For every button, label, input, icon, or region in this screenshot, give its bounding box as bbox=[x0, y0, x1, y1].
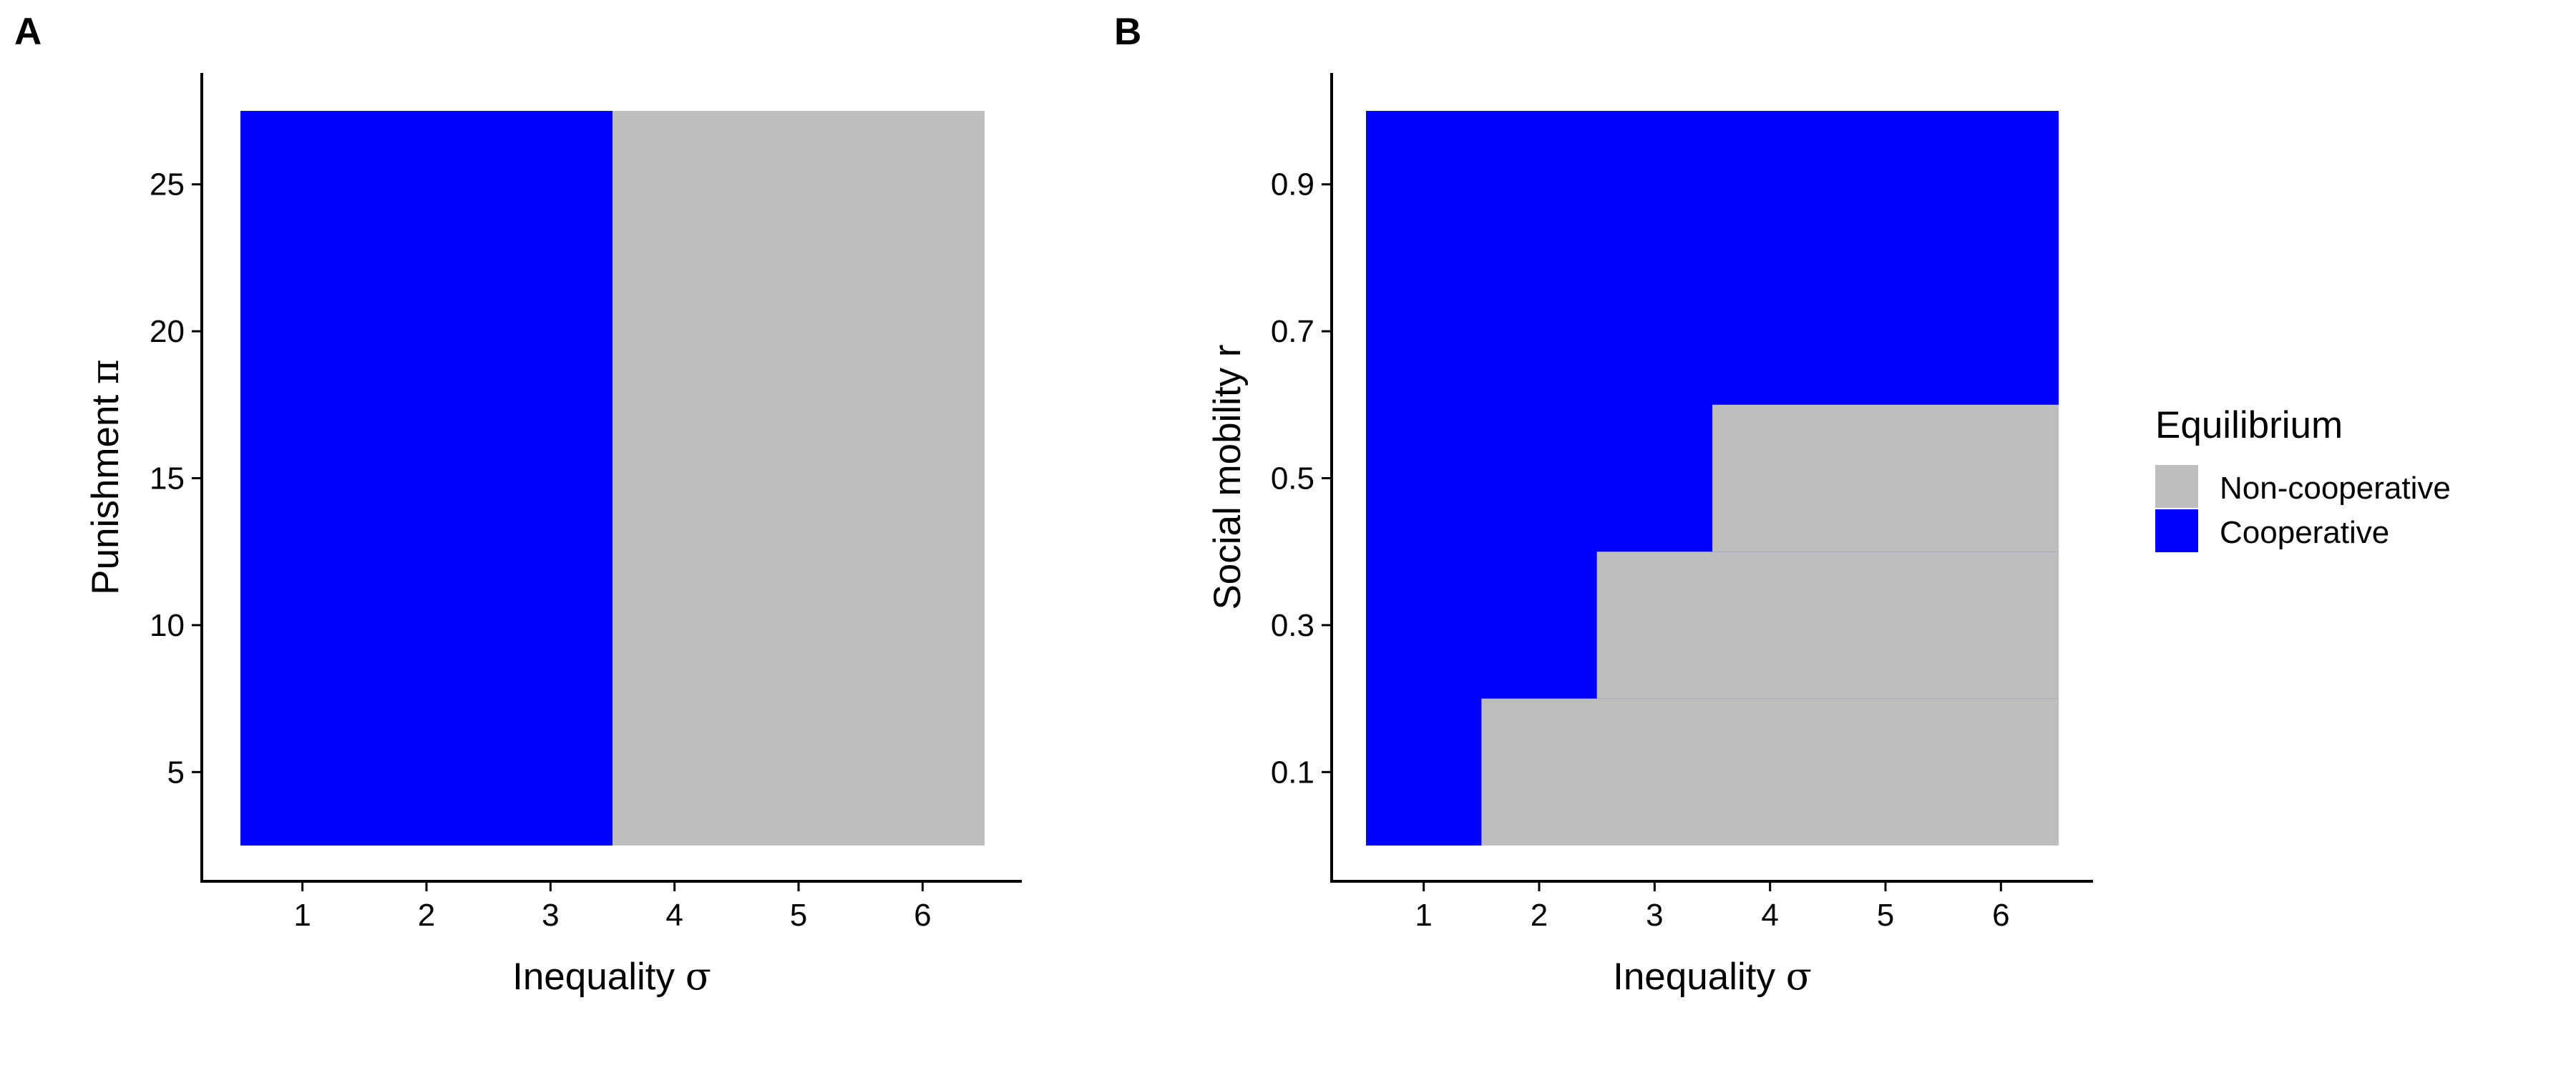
panel-b-x-tick-label: 3 bbox=[1646, 898, 1663, 933]
legend-key-non-cooperative bbox=[2155, 465, 2198, 508]
panel-a: A 1 2 3 4 5 6 5 10 15 20 25 Inequality σ Punishme… bbox=[14, 11, 1022, 999]
panel-a-x-tick-label: 1 bbox=[293, 898, 311, 933]
legend-label-non-cooperative: Non-cooperative bbox=[2220, 471, 2451, 506]
panel-a-cell-cooperative-0 bbox=[240, 111, 613, 846]
panel-a-x-tick-label: 3 bbox=[542, 898, 559, 933]
panel-a-x-ticks: 1 2 3 4 5 6 bbox=[293, 881, 932, 933]
panel-a-cell-non-cooperative-1 bbox=[613, 111, 985, 846]
panel-b-x-axis-title: Inequality σ bbox=[1613, 955, 1812, 999]
panel-a-y-tick-label: 20 bbox=[150, 314, 185, 349]
panel-a-x-tick-label: 4 bbox=[665, 898, 683, 933]
panel-b-y-ticks: 0.1 0.3 0.5 0.7 0.9 bbox=[1271, 167, 1332, 790]
panel-a-x-tick-label: 6 bbox=[914, 898, 931, 933]
legend-label-cooperative: Cooperative bbox=[2220, 515, 2389, 550]
panel-b-y-axis-title: Social mobility r bbox=[1206, 344, 1249, 609]
panel-a-y-tick-label: 10 bbox=[150, 608, 185, 643]
panel-b-cell-non-cooperative-3 bbox=[1712, 404, 2059, 552]
panel-b-y-tick-label: 0.1 bbox=[1271, 755, 1314, 790]
panel-b-y-tick-label: 0.9 bbox=[1271, 167, 1314, 202]
panel-a-x-tick-label: 2 bbox=[418, 898, 435, 933]
legend: Equilibrium Non-cooperative Cooperative bbox=[2155, 404, 2451, 552]
panel-b-x-tick-label: 6 bbox=[1992, 898, 2009, 933]
panel-b-x-ticks: 1 2 3 4 5 6 bbox=[1415, 881, 2010, 933]
panel-b-y-tick-label: 0.7 bbox=[1271, 314, 1314, 349]
panel-b-x-axis-symbol: σ bbox=[1786, 955, 1812, 999]
panel-a-y-tick-label: 25 bbox=[150, 167, 185, 202]
panel-a-cells bbox=[240, 111, 985, 846]
panel-b-cells bbox=[1366, 111, 2059, 846]
panel-a-x-axis-title-text: Inequality bbox=[512, 956, 675, 998]
panel-a-tag: A bbox=[14, 11, 42, 53]
panel-a-y-tick-label: 5 bbox=[167, 755, 185, 790]
panel-b-x-axis-title-text: Inequality bbox=[1613, 956, 1775, 998]
panel-b-cell-non-cooperative-1 bbox=[1481, 698, 2059, 846]
panel-b-y-tick-label: 0.3 bbox=[1271, 608, 1314, 643]
panel-b-tag: B bbox=[1114, 11, 1141, 53]
panel-a-y-ticks: 5 10 15 20 25 bbox=[150, 167, 202, 790]
panel-a-y-tick-label: 15 bbox=[150, 461, 185, 496]
legend-title: Equilibrium bbox=[2155, 404, 2343, 446]
panel-b-y-tick-label: 0.5 bbox=[1271, 461, 1314, 496]
panel-b-x-tick-label: 2 bbox=[1531, 898, 1548, 933]
panel-a-y-axis-title: Punishment π bbox=[84, 359, 127, 594]
panel-a-x-axis-title: Inequality σ bbox=[512, 955, 711, 999]
panel-b-x-tick-label: 1 bbox=[1415, 898, 1432, 933]
panel-a-y-axis-title-text: Punishment bbox=[84, 395, 127, 595]
legend-key-cooperative bbox=[2155, 509, 2198, 552]
panel-b-cell-non-cooperative-2 bbox=[1596, 552, 2059, 699]
panel-a-y-axis-symbol: π bbox=[84, 359, 127, 384]
panel-b: B 1 2 3 4 5 6 0.1 0.3 0.5 0.7 0.9 Inequality σ So… bbox=[1114, 11, 2093, 999]
panel-b-x-tick-label: 5 bbox=[1877, 898, 1894, 933]
panel-b-x-tick-label: 4 bbox=[1761, 898, 1778, 933]
panel-a-x-axis-symbol: σ bbox=[686, 955, 711, 999]
panel-a-x-tick-label: 5 bbox=[790, 898, 807, 933]
